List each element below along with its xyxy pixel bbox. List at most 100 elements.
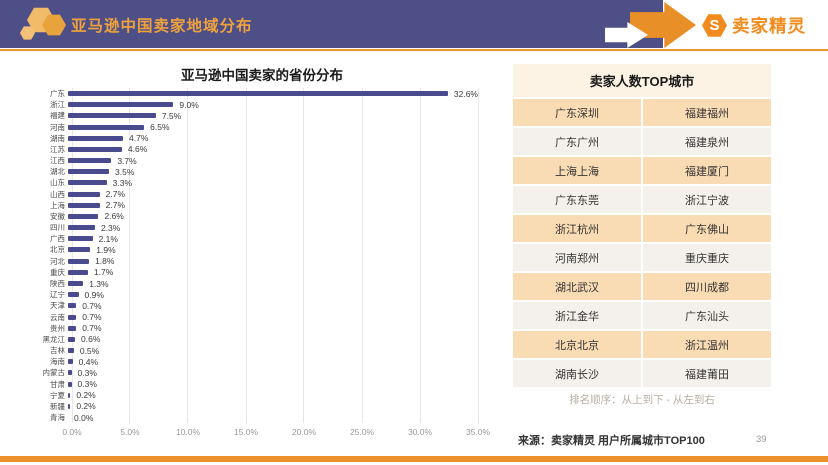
grid-line — [71, 88, 73, 423]
bar-track: 0.3% — [68, 378, 478, 389]
x-axis: 0.0% 5.0% 10.0% 15.0% 20.0% 25.0% 30.0% 35.0% — [62, 427, 490, 441]
bar-row: 陕西 1.3% — [38, 278, 478, 289]
city-cell: 北京北京 — [513, 331, 641, 358]
ranking-order-note: 排名顺序：从上到下 - 从左到右 — [569, 394, 715, 406]
bar — [68, 392, 71, 398]
bar-track: 9.0% — [68, 99, 478, 110]
city-cell: 广东东莞 — [513, 186, 641, 213]
bar-track: 4.7% — [68, 133, 478, 144]
value-label: 3.3% — [112, 177, 133, 188]
grid-line — [361, 88, 363, 423]
bar-track: 2.6% — [68, 211, 478, 222]
bar-track: 32.6% — [68, 88, 478, 99]
bar — [68, 236, 93, 242]
value-label: 0.3% — [77, 367, 97, 378]
bar-track: 0.7% — [68, 311, 478, 322]
bar-row: 山东 3.3% — [38, 177, 478, 188]
category-label: 安徽 — [50, 211, 65, 221]
bar-row: 天津 0.7% — [38, 300, 478, 311]
brand-logo: S 卖家精灵 — [702, 13, 806, 38]
category-label: 青海 — [50, 413, 65, 423]
bar — [68, 191, 100, 197]
bar — [68, 124, 145, 130]
table-row: 河南郑州 重庆重庆 — [513, 244, 771, 271]
bar-row: 广东 32.6% — [38, 88, 478, 99]
bar — [68, 158, 112, 164]
bar-row: 云南 0.7% — [38, 311, 478, 322]
bar-track: 6.5% — [68, 122, 478, 133]
bar — [68, 403, 71, 409]
bar-track: 7.5% — [68, 110, 478, 121]
grid-line — [419, 88, 421, 423]
bar-row: 重庆 1.7% — [38, 267, 478, 278]
category-label: 陕西 — [50, 279, 65, 288]
category-label: 河南 — [50, 122, 65, 132]
bar-track: 2.7% — [68, 200, 478, 211]
bar — [68, 292, 79, 298]
value-label: 1.3% — [89, 278, 109, 289]
bar-track: 0.5% — [68, 345, 478, 356]
bar — [68, 359, 73, 365]
bar-row: 海南 0.4% — [38, 356, 478, 367]
value-label: 0.7% — [82, 300, 102, 311]
bar-row: 河南 6.5% — [38, 122, 478, 133]
value-label: 0.9% — [84, 289, 104, 300]
city-cell: 重庆重庆 — [643, 244, 771, 271]
bar — [68, 269, 88, 275]
chart-plot-area: 广东 32.6% 浙江 9.0% 福建 7.5% 河南 6.5% 湖南 4.7% 江苏 4.6% 江西 3… — [38, 88, 486, 423]
bar-row: 湖南 4.7% — [38, 133, 478, 144]
value-label: 0.4% — [78, 356, 99, 367]
bar-row: 江苏 4.6% — [38, 144, 478, 155]
value-label: 6.5% — [150, 122, 170, 133]
category-label: 广东 — [50, 89, 65, 99]
bar-rows: 广东 32.6% 浙江 9.0% 福建 7.5% 河南 6.5% 湖南 4.7% 江苏 4.6% 江西 3… — [38, 88, 479, 423]
value-label: 2.7% — [105, 189, 125, 200]
bar-track: 1.7% — [68, 267, 478, 278]
category-label: 黑龙江 — [42, 334, 66, 344]
bar-row: 安徽 2.6% — [38, 211, 478, 222]
value-label: 3.5% — [115, 166, 135, 177]
category-label: 福建 — [50, 111, 65, 121]
city-cell: 福建泉州 — [643, 128, 771, 155]
category-label: 北京 — [50, 245, 65, 255]
x-tick-label: 15.0% — [233, 427, 259, 437]
bar-row: 青海 0.0% — [38, 412, 478, 423]
value-label: 4.7% — [129, 133, 149, 144]
table-row: 广东东莞 浙江宁波 — [513, 186, 771, 213]
grid-line — [303, 88, 305, 423]
city-cell: 广东汕头 — [643, 302, 771, 329]
page-number: 39 — [756, 434, 767, 445]
bar-row: 江西 3.7% — [38, 155, 478, 166]
chart-title: 亚马逊中国卖家的省份分布 — [181, 68, 343, 83]
bar-track: 0.9% — [68, 289, 478, 300]
bar — [68, 213, 99, 219]
value-label: 0.5% — [79, 345, 100, 356]
city-cell: 四川成都 — [643, 273, 771, 300]
city-cell: 浙江宁波 — [643, 186, 771, 213]
bar-track: 0.7% — [68, 323, 478, 334]
bar-track: 1.9% — [68, 244, 478, 255]
value-label: 0.3% — [77, 379, 97, 390]
city-cell: 福建厦门 — [643, 157, 771, 184]
brand-name: 卖家精灵 — [732, 16, 806, 36]
grid-line — [477, 88, 479, 423]
bar-row: 福建 7.5% — [38, 110, 478, 121]
city-cell: 广东深圳 — [513, 99, 641, 126]
bar — [68, 135, 124, 141]
bar-track: 2.3% — [68, 222, 478, 233]
category-label: 内蒙古 — [42, 368, 66, 378]
bar — [68, 281, 84, 286]
city-cell: 福建莆田 — [643, 360, 771, 387]
category-label: 宁夏 — [50, 390, 65, 400]
value-label: 2.7% — [105, 200, 125, 211]
page-title: 亚马逊中国卖家地域分布 — [71, 18, 253, 35]
category-label: 辽宁 — [50, 290, 65, 300]
category-label: 江西 — [50, 156, 65, 166]
bar-row: 湖北 3.5% — [38, 166, 478, 177]
city-cell: 广东广州 — [513, 128, 641, 155]
brand-hexagon-s-icon: S — [702, 14, 727, 37]
grid-line — [245, 88, 247, 423]
city-cell: 福建福州 — [643, 99, 771, 126]
value-label: 7.5% — [161, 110, 182, 121]
bar — [68, 113, 156, 119]
